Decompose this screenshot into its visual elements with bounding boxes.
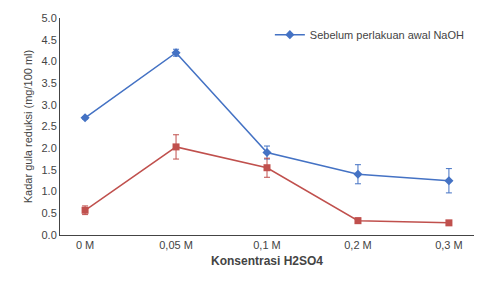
- svg-text:3.5: 3.5: [42, 77, 57, 89]
- svg-text:4.0: 4.0: [42, 55, 57, 67]
- svg-text:Sebelum perlakuan awal NaOH: Sebelum perlakuan awal NaOH: [310, 29, 464, 41]
- svg-text:2.0: 2.0: [42, 142, 57, 154]
- svg-text:5.0: 5.0: [42, 12, 57, 24]
- svg-text:1.0: 1.0: [42, 185, 57, 197]
- svg-text:3.0: 3.0: [42, 99, 57, 111]
- svg-text:Konsentrasi H2SO4: Konsentrasi H2SO4: [211, 254, 323, 268]
- svg-text:0,1 M: 0,1 M: [253, 239, 281, 251]
- svg-text:0 M: 0 M: [76, 239, 94, 251]
- svg-text:2.5: 2.5: [42, 120, 57, 132]
- svg-text:0,05 M: 0,05 M: [159, 239, 193, 251]
- svg-text:0.0: 0.0: [42, 229, 57, 241]
- svg-text:0,3 M: 0,3 M: [435, 239, 463, 251]
- svg-text:0,2 M: 0,2 M: [344, 239, 372, 251]
- svg-text:Kadar gula reduksi (mg/100 ml): Kadar gula reduksi (mg/100 ml): [22, 50, 34, 203]
- svg-text:4.5: 4.5: [42, 34, 57, 46]
- svg-text:0.5: 0.5: [42, 207, 57, 219]
- svg-text:1.5: 1.5: [42, 164, 57, 176]
